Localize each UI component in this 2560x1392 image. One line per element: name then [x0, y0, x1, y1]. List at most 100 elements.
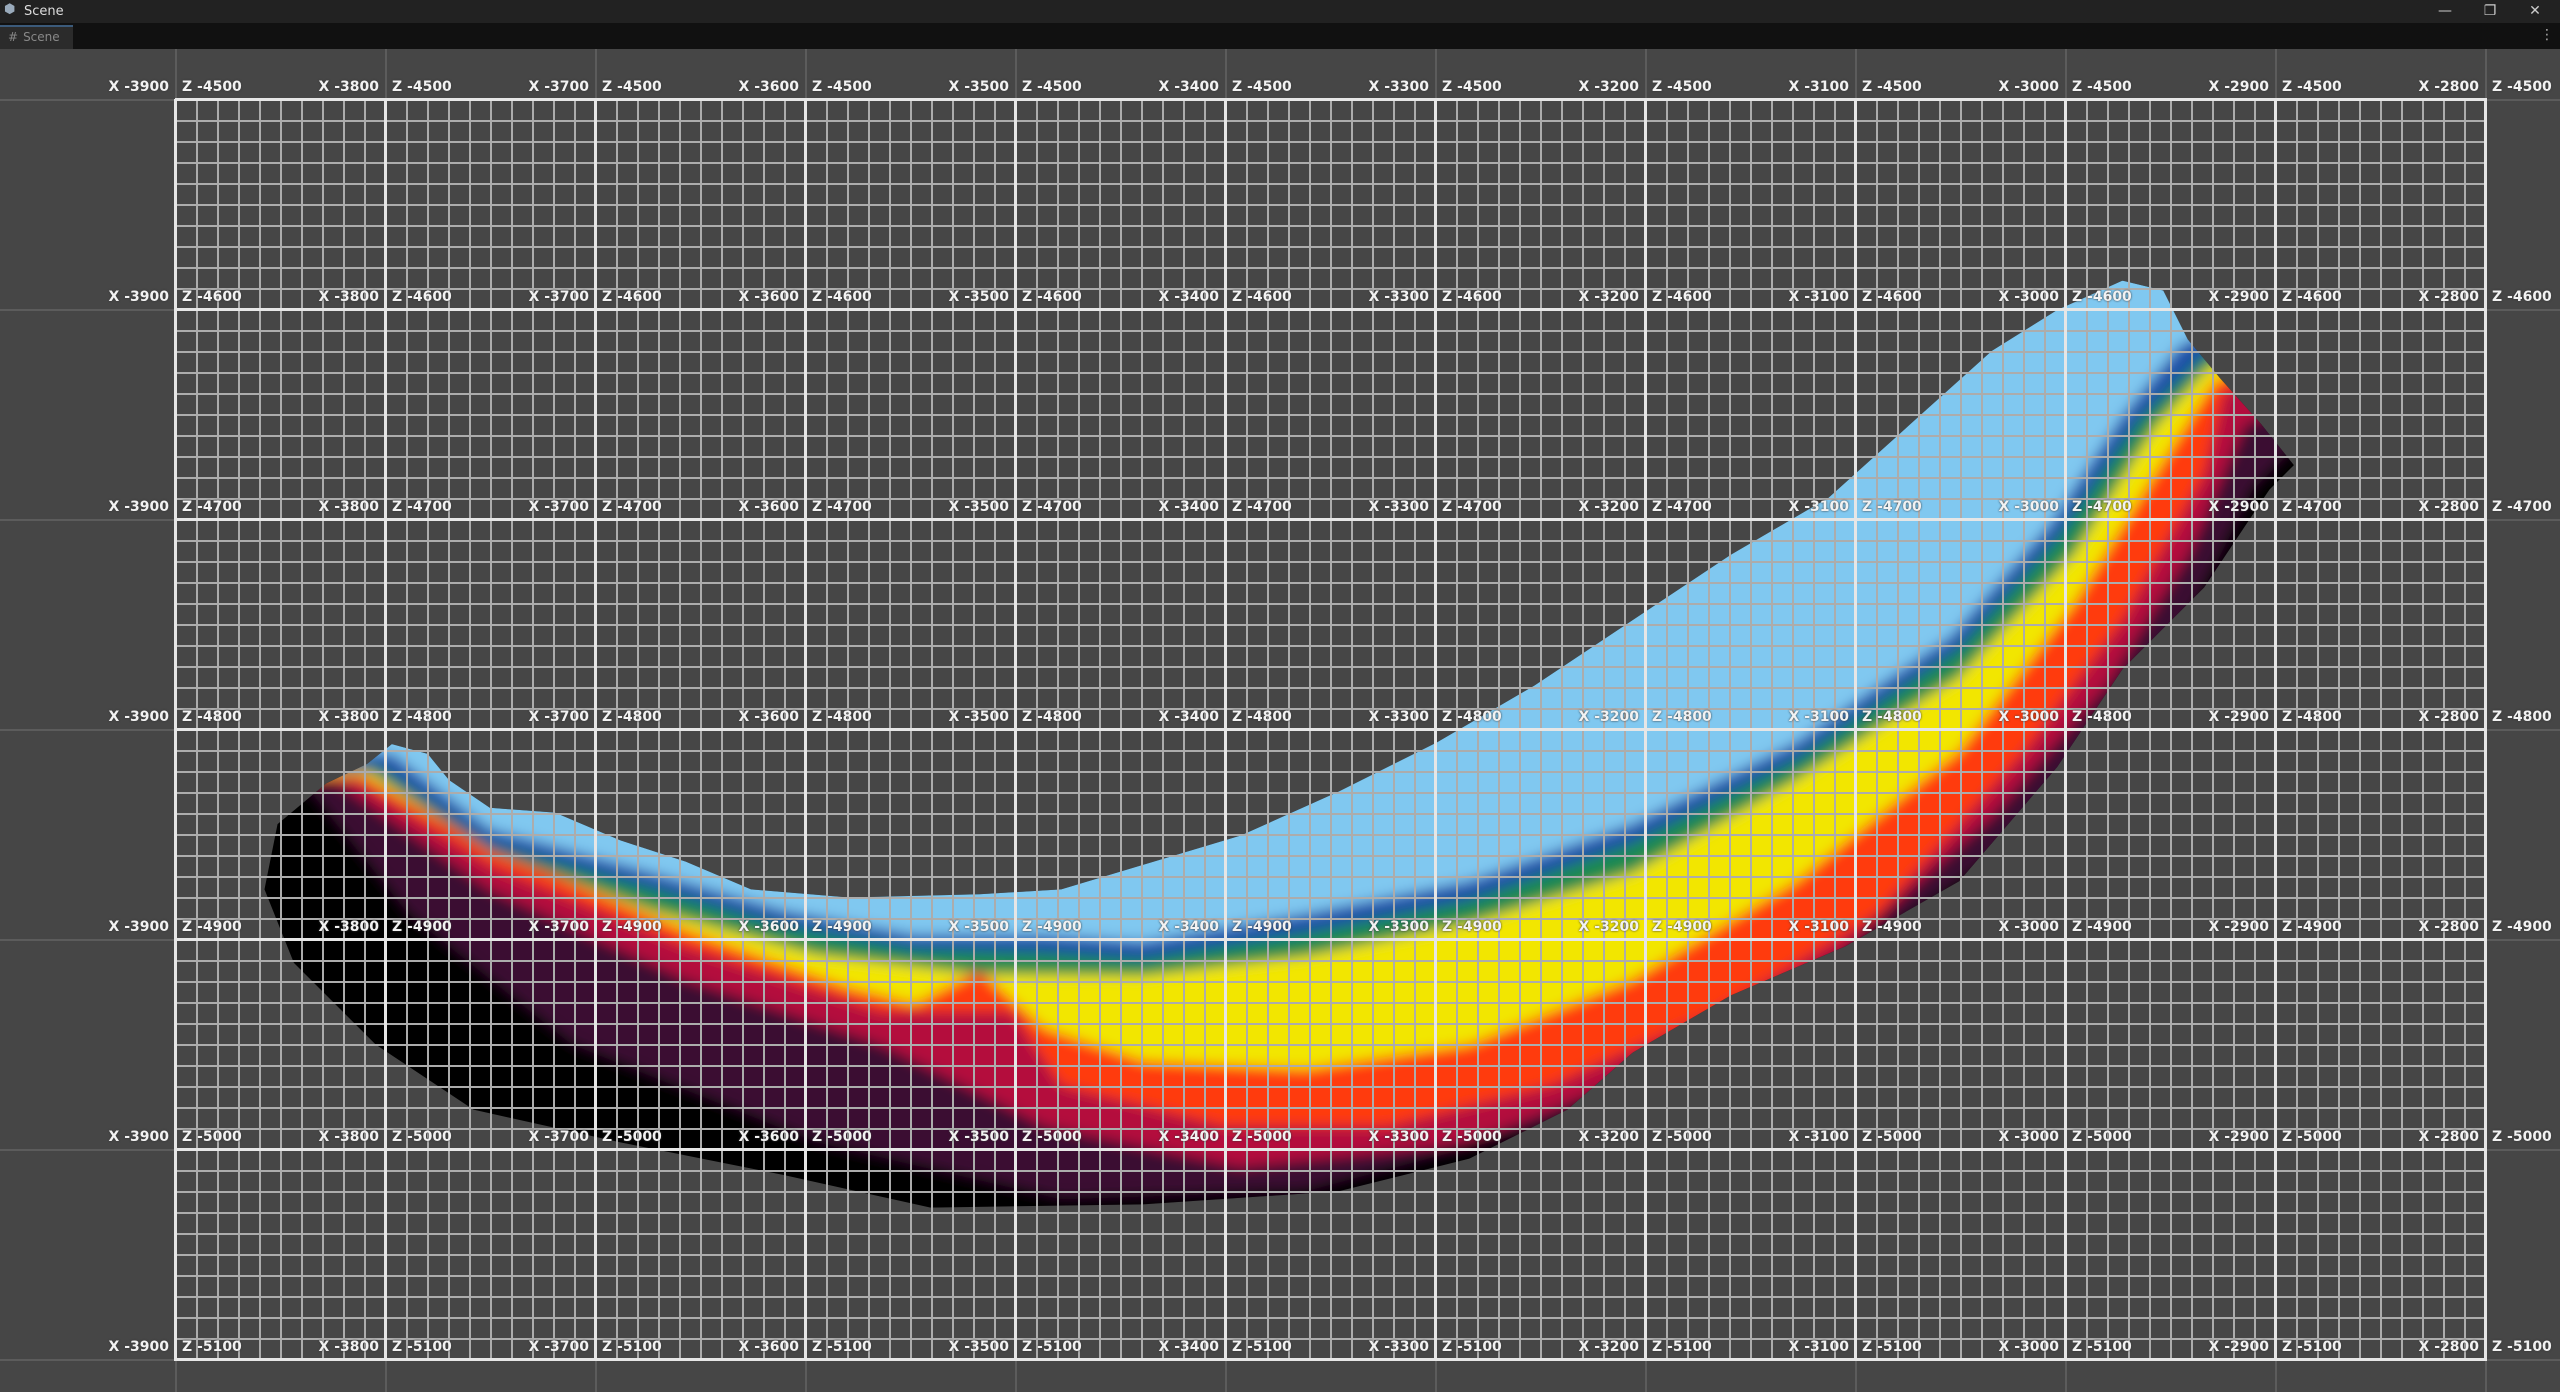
grid-label-z: Z -4900 — [1022, 919, 1082, 935]
grid-label-x: X -3200 — [1578, 499, 1639, 515]
grid-label-z: Z -5100 — [1652, 1339, 1712, 1355]
grid-label-z: Z -5100 — [602, 1339, 662, 1355]
grid-label-z: Z -4700 — [2282, 499, 2342, 515]
grid-label-x: X -3500 — [948, 79, 1009, 95]
grid-label-z: Z -4500 — [1232, 79, 1292, 95]
scene-view[interactable]: X -3900 Z -4500 X -3800 Z -4500 X -3700 Z -45… — [0, 49, 2560, 1392]
grid-label-z: Z -4600 — [392, 289, 452, 305]
grid-label-x: X -3400 — [1158, 499, 1219, 515]
grid-label-x: X -3100 — [1788, 919, 1849, 935]
grid-label-x: X -3000 — [1998, 709, 2059, 725]
grid-label-x: X -3700 — [528, 289, 589, 305]
grid-label-z: Z -4500 — [2282, 79, 2342, 95]
grid-label-x: X -3800 — [318, 1339, 379, 1355]
tab-bar: # Scene ⋮ — [0, 23, 2560, 49]
grid-label-z: Z -4800 — [182, 709, 242, 725]
grid-label-z: Z -5100 — [1022, 1339, 1082, 1355]
grid-label-x: X -3900 — [108, 499, 169, 515]
grid-label-x: X -3400 — [1158, 1129, 1219, 1145]
grid-label-x: X -3800 — [318, 1129, 379, 1145]
more-options-icon[interactable]: ⋮ — [2540, 27, 2554, 43]
grid-label-x: X -3100 — [1788, 79, 1849, 95]
grid-label-x: X -3900 — [108, 1339, 169, 1355]
grid-label-z: Z -4800 — [2072, 709, 2132, 725]
grid-label-z: Z -5000 — [2072, 1129, 2132, 1145]
grid-hash-icon: # — [8, 30, 19, 44]
grid-label-z: Z -4600 — [182, 289, 242, 305]
grid-label-x: X -3300 — [1368, 1339, 1429, 1355]
grid-label-x: X -3900 — [108, 79, 169, 95]
grid-label-z: Z -4900 — [1862, 919, 1922, 935]
grid-major-line-z — [175, 1148, 2487, 1151]
grid-label-z: Z -5100 — [2282, 1339, 2342, 1355]
grid-label-z: Z -4500 — [2072, 79, 2132, 95]
grid-label-x: X -3600 — [738, 289, 799, 305]
grid-label-z: Z -4800 — [2492, 709, 2552, 725]
grid-label-z: Z -5000 — [1442, 1129, 1502, 1145]
grid-label-z: Z -4700 — [1442, 499, 1502, 515]
grid-label-x: X -3500 — [948, 709, 1009, 725]
grid-label-z: Z -4800 — [1442, 709, 1502, 725]
grid-label-z: Z -4800 — [602, 709, 662, 725]
grid-label-x: X -3700 — [528, 919, 589, 935]
grid-label-z: Z -5100 — [1442, 1339, 1502, 1355]
grid-label-z: Z -4700 — [1862, 499, 1922, 515]
grid-label-x: X -2800 — [2418, 1129, 2479, 1145]
grid-label-x: X -3800 — [318, 289, 379, 305]
grid-label-z: Z -4800 — [1652, 709, 1712, 725]
grid-label-z: Z -4500 — [392, 79, 452, 95]
grid-major-line-z — [175, 98, 2487, 101]
grid-label-z: Z -4500 — [602, 79, 662, 95]
grid-label-z: Z -5000 — [1232, 1129, 1292, 1145]
grid-label-x: X -3300 — [1368, 499, 1429, 515]
grid-label-z: Z -4900 — [812, 919, 872, 935]
grid-label-z: Z -4600 — [2492, 289, 2552, 305]
tab-label: Scene — [23, 30, 60, 44]
grid-label-z: Z -4800 — [1232, 709, 1292, 725]
grid-label-x: X -3600 — [738, 79, 799, 95]
restore-icon[interactable]: ❐ — [2483, 3, 2497, 19]
grid-label-x: X -3300 — [1368, 709, 1429, 725]
grid-label-z: Z -4900 — [2492, 919, 2552, 935]
grid-label-x: X -3800 — [318, 709, 379, 725]
grid-label-x: X -2900 — [2208, 1339, 2269, 1355]
grid-major-line-z — [175, 308, 2487, 311]
grid-label-x: X -3700 — [528, 499, 589, 515]
grid-label-z: Z -5000 — [182, 1129, 242, 1145]
grid-label-x: X -2800 — [2418, 1339, 2479, 1355]
grid-label-z: Z -4900 — [392, 919, 452, 935]
grid-label-z: Z -4500 — [2492, 79, 2552, 95]
grid-label-z: Z -4600 — [1862, 289, 1922, 305]
grid-label-z: Z -5000 — [2492, 1129, 2552, 1145]
tab-scene[interactable]: # Scene — [0, 25, 73, 49]
grid-label-z: Z -4700 — [1232, 499, 1292, 515]
grid-label-z: Z -4600 — [1652, 289, 1712, 305]
grid-label-z: Z -5100 — [2492, 1339, 2552, 1355]
grid-label-x: X -2900 — [2208, 709, 2269, 725]
grid-label-z: Z -5100 — [2072, 1339, 2132, 1355]
grid-label-x: X -3100 — [1788, 289, 1849, 305]
title-bar: ⬢ Scene — ❐ ✕ — [0, 0, 2560, 23]
grid-label-z: Z -4900 — [1652, 919, 1712, 935]
grid-label-x: X -3000 — [1998, 1339, 2059, 1355]
grid-label-z: Z -4700 — [182, 499, 242, 515]
grid-label-x: X -3800 — [318, 79, 379, 95]
grid-label-z: Z -4900 — [2282, 919, 2342, 935]
grid-label-x: X -3500 — [948, 1339, 1009, 1355]
grid-label-z: Z -4700 — [2492, 499, 2552, 515]
grid-label-z: Z -4700 — [1652, 499, 1712, 515]
grid-label-x: X -3600 — [738, 709, 799, 725]
grid-label-z: Z -4500 — [812, 79, 872, 95]
grid-label-z: Z -4900 — [1442, 919, 1502, 935]
grid-label-z: Z -4800 — [2282, 709, 2342, 725]
minimize-icon[interactable]: — — [2438, 3, 2452, 19]
close-icon[interactable]: ✕ — [2529, 3, 2541, 19]
grid-label-x: X -3100 — [1788, 1129, 1849, 1145]
grid-label-x: X -3800 — [318, 499, 379, 515]
grid-label-x: X -3900 — [108, 289, 169, 305]
grid-label-x: X -2800 — [2418, 499, 2479, 515]
grid-label-z: Z -5000 — [1022, 1129, 1082, 1145]
grid-label-x: X -3600 — [738, 919, 799, 935]
grid-label-z: Z -4700 — [812, 499, 872, 515]
grid-label-x: X -2900 — [2208, 79, 2269, 95]
